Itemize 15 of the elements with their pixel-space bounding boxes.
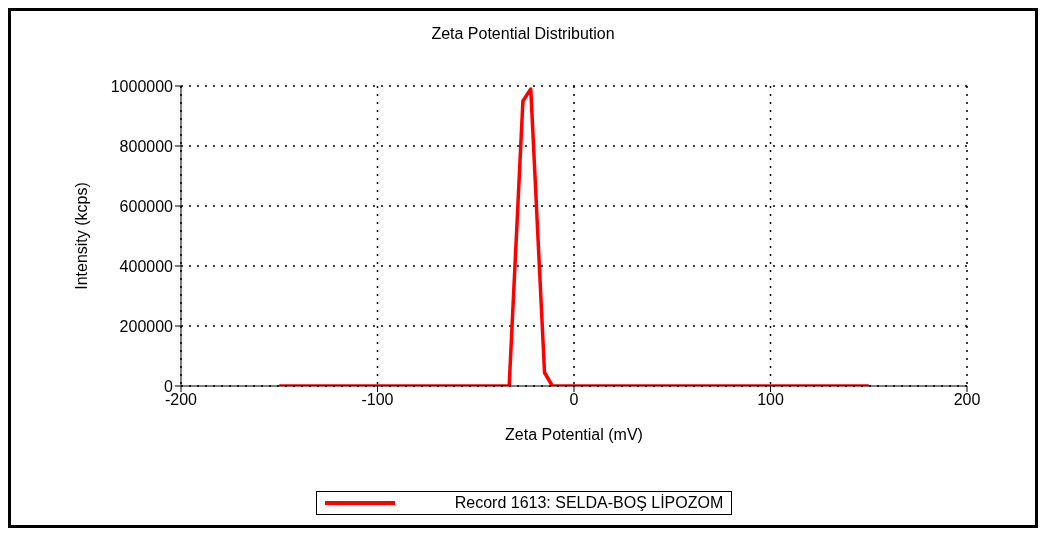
x-tick-label: -200 (164, 391, 198, 409)
y-tick-label: 600000 (119, 197, 174, 215)
y-tick-label: 400000 (119, 257, 174, 275)
text: Record 1613: SELDA-BOŞ LİPOZOM (454, 494, 724, 512)
x-tick-label: -100 (361, 391, 394, 409)
chart-title: Zeta Potential Distribution (430, 25, 616, 43)
x-tick-label: 0 (569, 391, 579, 409)
x-axis-title: Zeta Potential (mV) (505, 426, 643, 443)
line-series (277, 87, 871, 386)
y-tick-label: 1000000 (110, 77, 174, 95)
y-tick-label: 200000 (119, 317, 174, 335)
y-axis-title: Intensity (kcps) (72, 182, 90, 290)
x-tick-label: 200 (953, 391, 981, 409)
x-tick-label: 100 (757, 391, 784, 409)
y-tick-label: 800000 (119, 137, 174, 155)
